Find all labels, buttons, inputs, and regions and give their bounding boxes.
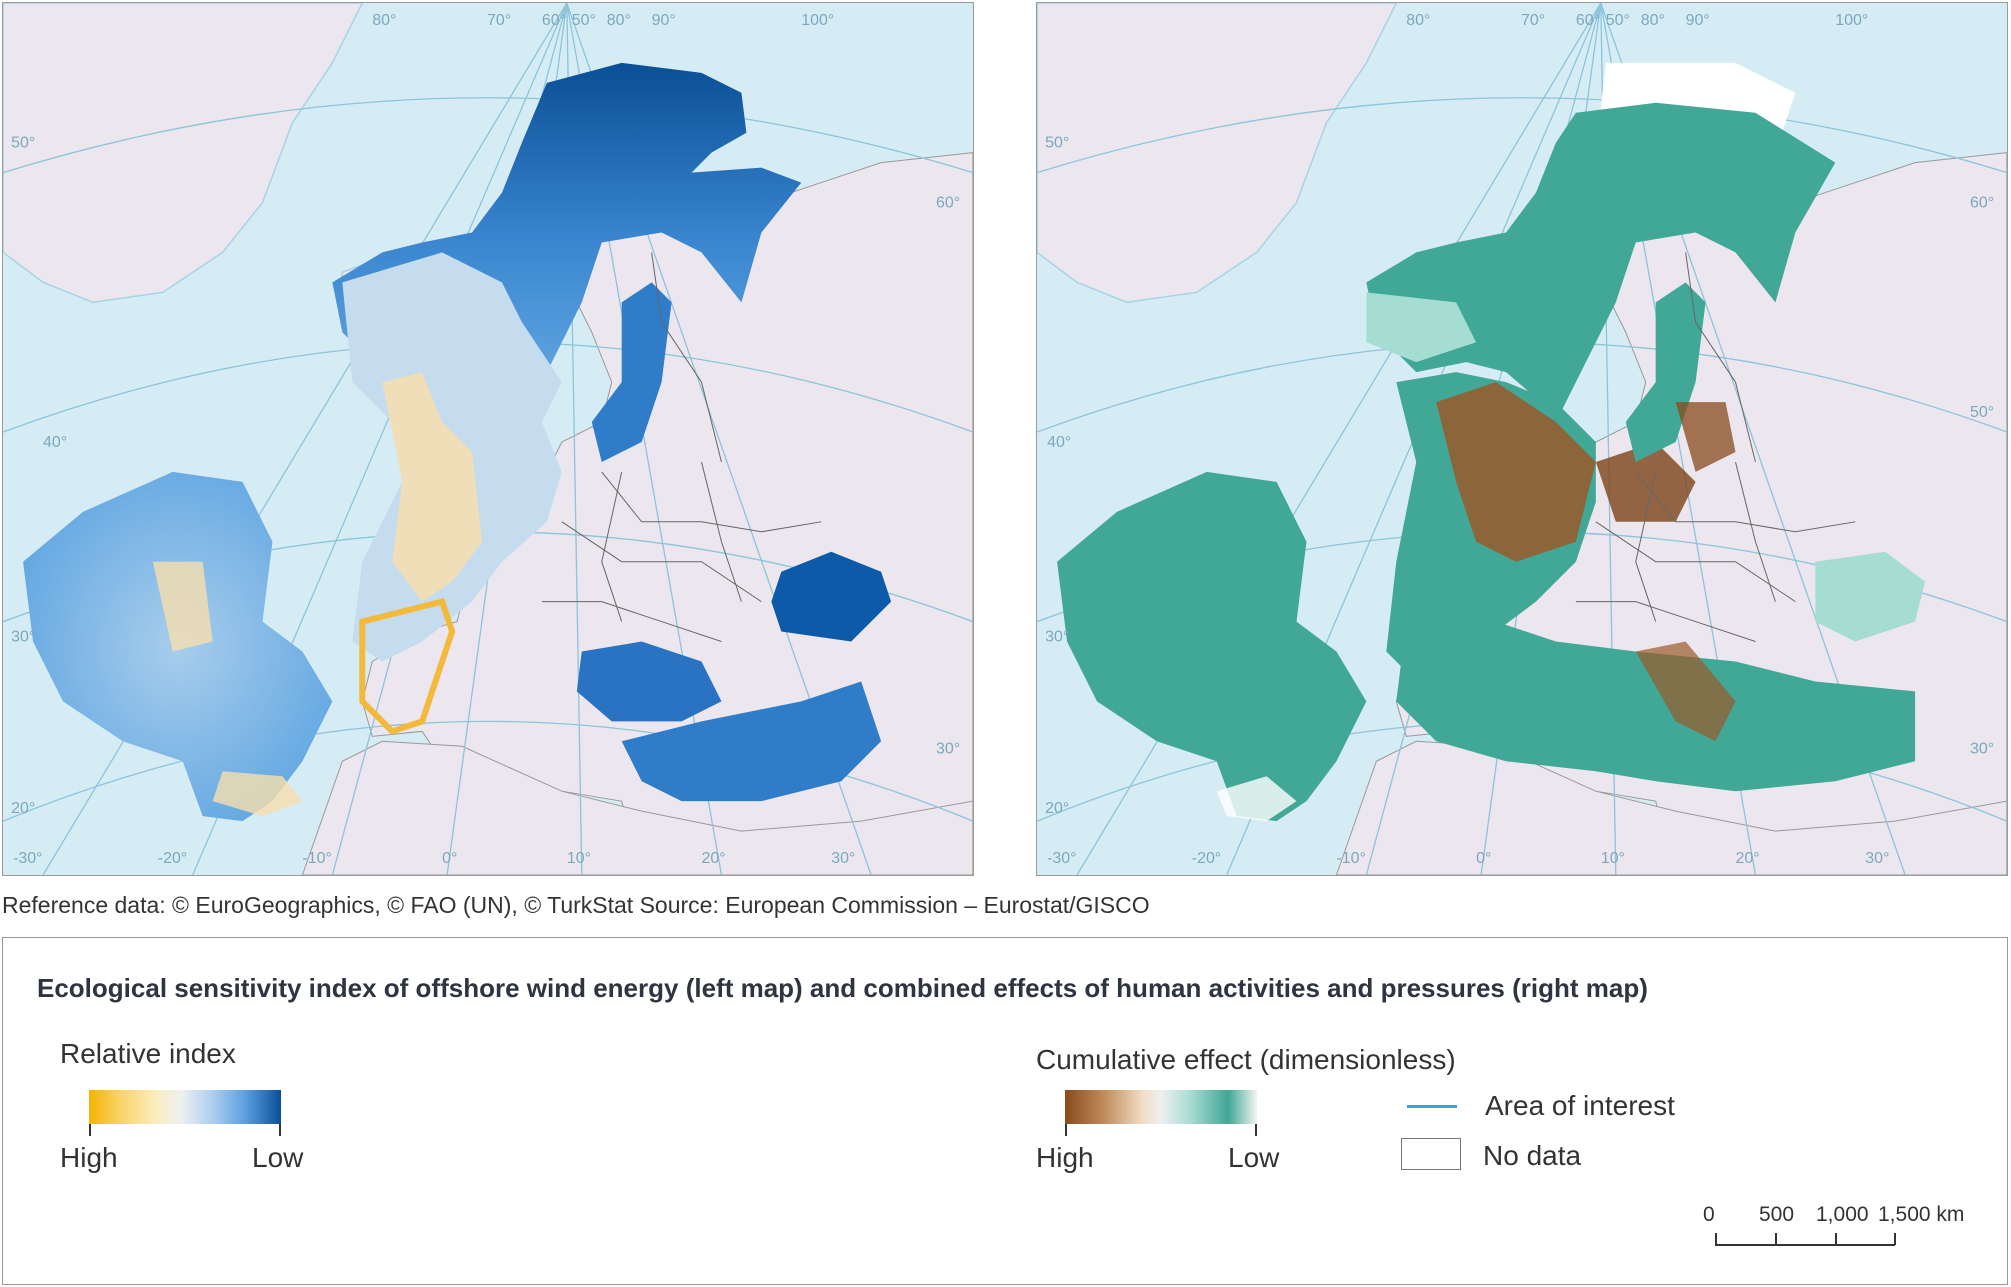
top-label-50: 50° xyxy=(572,12,596,29)
lon-label-30: 30° xyxy=(831,850,855,867)
scale-label-0: 0 xyxy=(1703,1203,1715,1226)
top-label-90: 90° xyxy=(652,12,676,29)
lon-label-10: 10° xyxy=(567,850,591,867)
effect-tick-high xyxy=(1065,1124,1067,1136)
lon-label-20: 20° xyxy=(1736,850,1760,867)
effect-color-ramp xyxy=(1065,1090,1257,1124)
lon-label-m10: -10° xyxy=(302,850,331,867)
top-label-90: 90° xyxy=(1686,12,1710,29)
top-label-80a: 80° xyxy=(1406,12,1430,29)
lat-label-50: 50° xyxy=(11,135,35,152)
no-data-swatch xyxy=(1401,1138,1461,1170)
lat-label-30: 30° xyxy=(1045,629,1069,646)
scale-tick-500 xyxy=(1775,1233,1777,1245)
lon-label-m10: -10° xyxy=(1336,850,1365,867)
relative-index-heading: Relative index xyxy=(60,1038,236,1069)
lon-label-10: 10° xyxy=(1601,850,1625,867)
scale-label-1500: 1,500 km xyxy=(1878,1203,1965,1226)
top-label-50: 50° xyxy=(1606,12,1630,29)
top-label-100: 100° xyxy=(1835,12,1868,29)
right-label-30: 30° xyxy=(936,740,960,757)
top-label-80a: 80° xyxy=(372,12,396,29)
top-label-80b: 80° xyxy=(607,12,631,29)
legend-title: Ecological sensitivity index of offshore… xyxy=(37,973,1648,1003)
scale-tick-1000 xyxy=(1835,1233,1837,1245)
effect-low-label: Low xyxy=(1228,1142,1280,1173)
right-label-30: 30° xyxy=(1970,740,1994,757)
sensitivity-low-label: Low xyxy=(252,1142,304,1173)
area-of-interest-swatch xyxy=(1407,1105,1457,1108)
area-of-interest-label: Area of interest xyxy=(1485,1090,1675,1121)
lon-label-m30: -30° xyxy=(13,850,42,867)
no-data-label: No data xyxy=(1483,1140,1582,1171)
right-label-60: 60° xyxy=(1970,195,1994,212)
lat-label-40: 40° xyxy=(43,434,67,451)
lat-label-20: 20° xyxy=(1045,800,1069,817)
legend-box: Ecological sensitivity index of offshore… xyxy=(2,937,2008,1285)
ramp-tick-high xyxy=(89,1124,91,1136)
sensitivity-high-label: High xyxy=(60,1142,118,1173)
lat-label-30: 30° xyxy=(11,629,35,646)
top-label-60: 60° xyxy=(542,12,566,29)
sensitivity-color-ramp xyxy=(89,1090,281,1124)
sensitivity-map[interactable]: 50° 40° 30° 20° -30° -20° -10° 0° 10° 20… xyxy=(2,2,974,876)
lon-label-m30: -30° xyxy=(1047,850,1076,867)
scale-label-1000: 1,000 xyxy=(1816,1203,1869,1226)
cumulative-effect-map[interactable]: 50° 40° 30° 20° -30° -20° -10° 0° 10° 20… xyxy=(1036,2,2008,876)
top-label-70: 70° xyxy=(487,12,511,29)
top-label-100: 100° xyxy=(801,12,834,29)
lat-label-40: 40° xyxy=(1047,434,1071,451)
lon-label-30: 30° xyxy=(1865,850,1889,867)
lat-label-20: 20° xyxy=(11,800,35,817)
cumulative-effect-heading: Cumulative effect (dimensionless) xyxy=(1036,1044,1456,1075)
top-label-70: 70° xyxy=(1521,12,1545,29)
scale-tick-0 xyxy=(1715,1233,1717,1245)
ramp-tick-low xyxy=(279,1124,281,1136)
top-label-80b: 80° xyxy=(1641,12,1665,29)
lon-label-20: 20° xyxy=(702,850,726,867)
scale-label-500: 500 xyxy=(1759,1203,1795,1226)
lat-label-50: 50° xyxy=(1045,135,1069,152)
right-label-50: 50° xyxy=(1970,404,1994,421)
effect-high-label: High xyxy=(1036,1142,1094,1173)
scale-line xyxy=(1715,1244,1895,1246)
effect-tick-low xyxy=(1255,1124,1257,1136)
source-text: Reference data: © EuroGeographics, © FAO… xyxy=(2,892,1150,918)
right-label-60: 60° xyxy=(936,195,960,212)
lon-label-m20: -20° xyxy=(1192,850,1221,867)
lon-label-0: 0° xyxy=(1476,850,1491,867)
scale-tick-1500 xyxy=(1894,1233,1896,1245)
lon-label-m20: -20° xyxy=(158,850,187,867)
top-label-60: 60° xyxy=(1576,12,1600,29)
lon-label-0: 0° xyxy=(442,850,457,867)
